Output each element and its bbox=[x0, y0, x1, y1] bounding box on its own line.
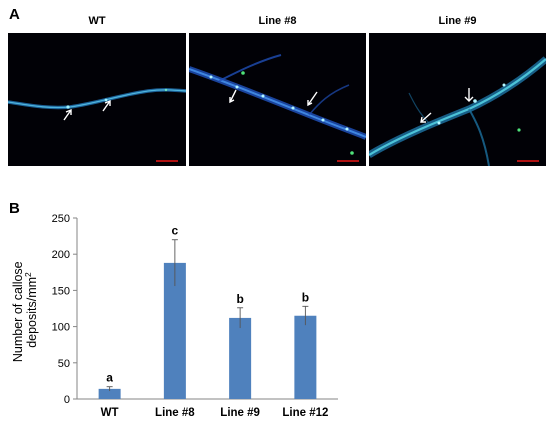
x-category-label: Line #9 bbox=[220, 407, 260, 419]
y-tick-label: 150 bbox=[52, 285, 70, 297]
x-category-label: Line #8 bbox=[155, 407, 195, 419]
y-tick-label: 100 bbox=[52, 322, 70, 334]
significance-letter: c bbox=[172, 224, 179, 238]
white-arrow-icon bbox=[229, 89, 237, 104]
bar bbox=[294, 315, 317, 399]
bar bbox=[98, 388, 121, 399]
wt-image-label: WT bbox=[88, 15, 106, 27]
line8-micrograph bbox=[189, 33, 366, 166]
white-arrow-icon bbox=[63, 108, 72, 121]
significance-letter: a bbox=[106, 371, 113, 385]
x-category-label: Line #12 bbox=[282, 407, 328, 419]
wt-micrograph bbox=[8, 33, 186, 166]
line9-micrograph bbox=[369, 33, 546, 166]
white-arrow-icon bbox=[464, 88, 474, 102]
y-tick-label: 0 bbox=[64, 394, 70, 406]
callose-bar-chart: 0 50 100 150 200 250 a WT c Line #8 b Line #9 b Line … bbox=[11, 213, 338, 419]
y-axis-label: Number of callose deposits/mm2 bbox=[11, 258, 39, 362]
significance-letter: b bbox=[236, 292, 243, 306]
bar bbox=[229, 317, 252, 399]
panel-a-letter: A bbox=[9, 6, 20, 23]
white-arrow-icon bbox=[420, 112, 432, 123]
panel-b-letter: B bbox=[9, 200, 20, 217]
line9-image-label: Line #9 bbox=[438, 15, 477, 27]
white-arrow-icon bbox=[307, 91, 318, 107]
y-tick-label: 250 bbox=[52, 213, 70, 225]
white-arrow-icon bbox=[102, 99, 111, 112]
x-category-label: WT bbox=[101, 407, 119, 419]
y-tick-label: 50 bbox=[58, 358, 70, 370]
y-tick-label: 200 bbox=[52, 249, 70, 261]
bar bbox=[163, 262, 186, 399]
line8-image-label: Line #8 bbox=[258, 15, 297, 27]
significance-letter: b bbox=[302, 290, 309, 304]
